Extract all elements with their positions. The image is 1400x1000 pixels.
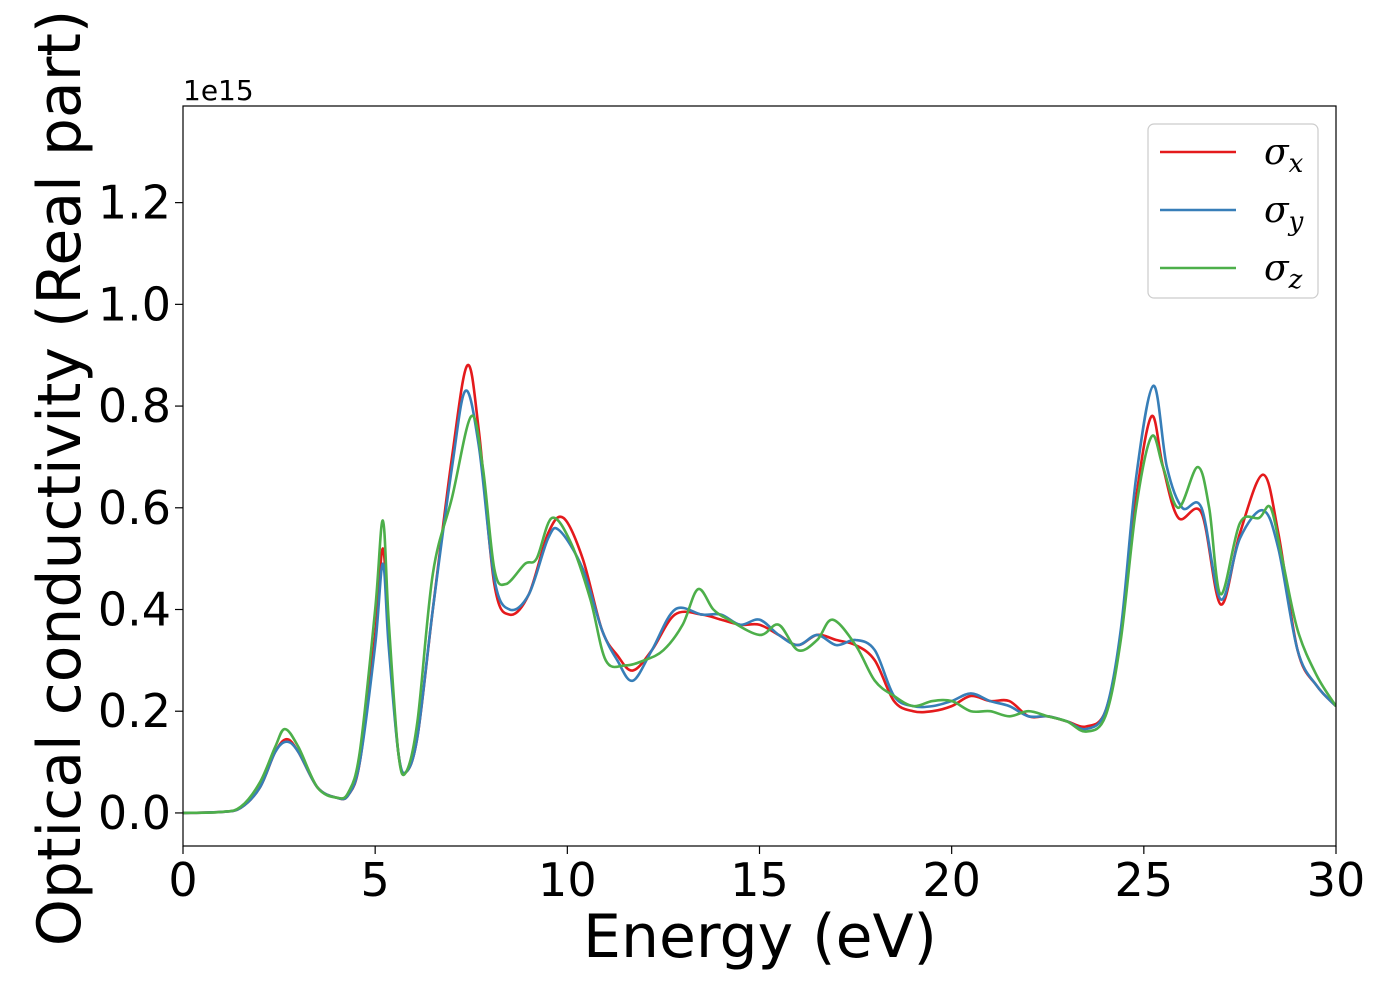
y-tick-label: 1.2 [98, 176, 171, 230]
x-tick-label: 15 [730, 853, 789, 907]
x-axis-title: Energy (eV) [583, 902, 937, 972]
x-tick-label: 25 [1115, 853, 1174, 907]
y-tick-label: 0.4 [98, 583, 171, 637]
y-axis-title: Optical conductivity (Real part) [25, 10, 95, 947]
x-tick-label: 30 [1307, 853, 1366, 907]
x-tick-label: 5 [361, 853, 390, 907]
axes-layer: 0 5 10 15 20 25 30 0.0 0.2 0.4 0.6 0.8 1.0 1.2 [98, 105, 1366, 907]
y-tick-label: 0.0 [98, 786, 171, 840]
legend-label-x: σx [1264, 132, 1304, 179]
x-tick-label: 0 [168, 853, 197, 907]
x-tick-label: 20 [922, 853, 981, 907]
y-tick-label: 1.0 [98, 277, 171, 331]
series-line-y [183, 384, 1336, 815]
y-offset-label: 1e15 [183, 74, 254, 107]
legend: σx σy σz [1147, 123, 1319, 299]
series-layer [183, 364, 1336, 815]
x-tick-label: 10 [538, 853, 597, 907]
legend-label-z: σz [1264, 248, 1303, 295]
y-tick-label: 0.6 [98, 481, 171, 535]
y-tick-label: 0.8 [98, 379, 171, 433]
series-line-z [183, 414, 1336, 815]
y-tick-label: 0.2 [98, 684, 171, 738]
legend-label-y: σy [1264, 190, 1304, 237]
